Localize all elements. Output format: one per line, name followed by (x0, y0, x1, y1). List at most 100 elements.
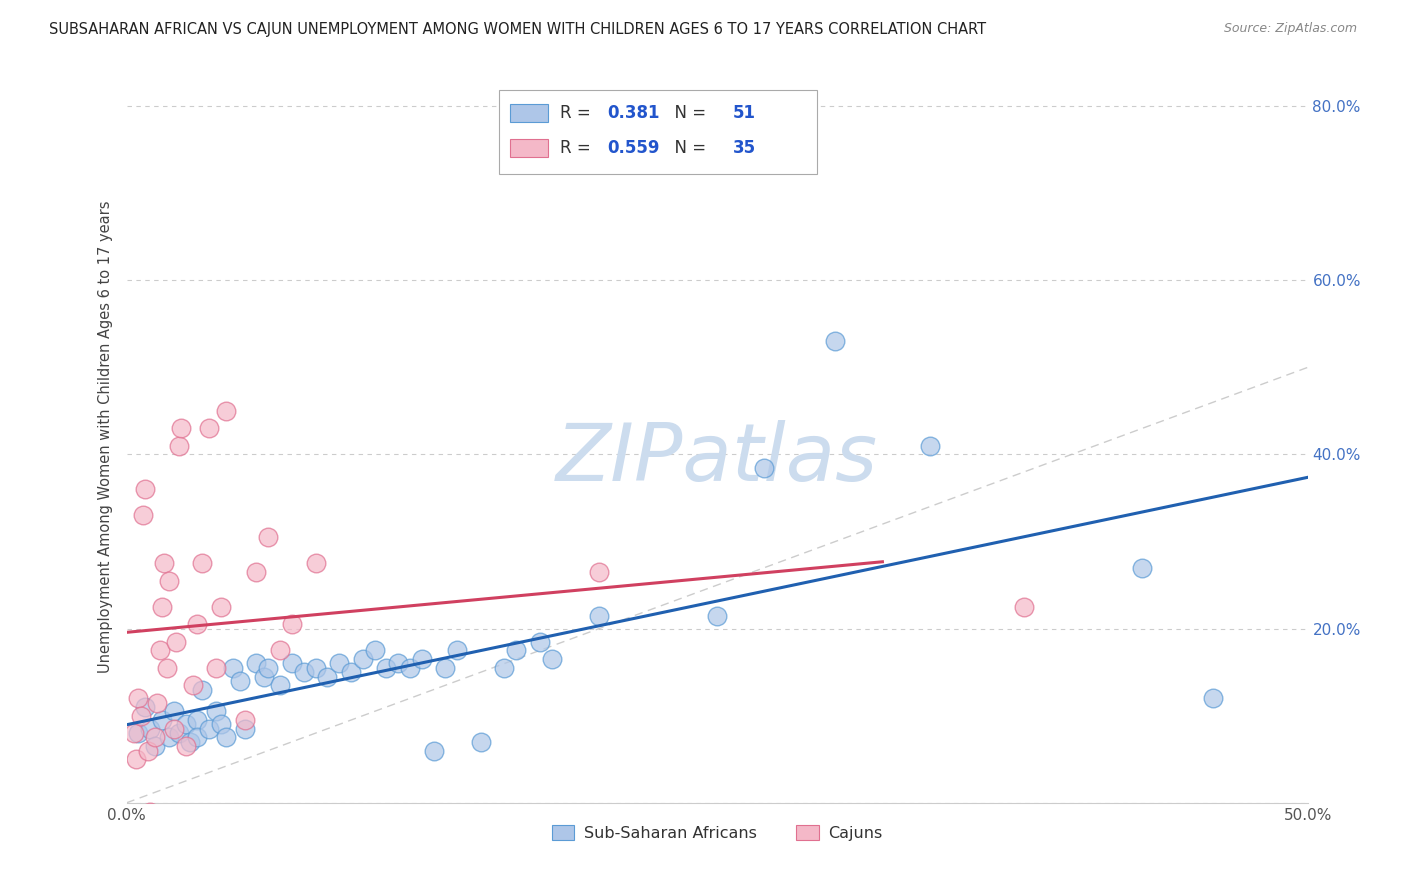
Point (918, 439, 941, 453)
Point (470, 735, 492, 749)
Point (304, 557, 326, 571)
Point (340, 665, 363, 680)
Text: R =: R = (560, 104, 596, 122)
Point (186, 731, 208, 745)
Point (529, 634, 551, 648)
Point (505, 643, 527, 657)
Legend: Sub-Saharan Africans, Cajuns: Sub-Saharan Africans, Cajuns (546, 819, 889, 847)
Text: SUBSAHARAN AFRICAN VS CAJUN UNEMPLOYMENT AMONG WOMEN WITH CHILDREN AGES 6 TO 17 : SUBSAHARAN AFRICAN VS CAJUN UNEMPLOYMENT… (49, 22, 987, 37)
Text: 35: 35 (733, 139, 755, 157)
Point (292, 665, 315, 680)
Text: ZIPatlas: ZIPatlas (555, 420, 879, 498)
Point (167, 726, 190, 740)
Point (143, 731, 166, 745)
Point (252, 669, 274, 683)
Point (233, 722, 256, 736)
Point (191, 557, 214, 571)
Point (150, 599, 173, 614)
Point (494, 661, 516, 675)
Point (245, 565, 267, 579)
Point (170, 421, 193, 435)
Point (205, 705, 228, 719)
Point (375, 661, 398, 675)
Point (181, 678, 204, 692)
Point (1130, 560, 1153, 574)
Point (215, 404, 238, 418)
Point (257, 661, 280, 675)
Text: N =: N = (664, 139, 711, 157)
Point (163, 722, 186, 736)
Point (179, 735, 201, 749)
Point (149, 643, 172, 657)
Text: R =: R = (560, 139, 596, 157)
Point (233, 713, 256, 727)
Point (399, 661, 422, 675)
Point (136, 743, 159, 757)
Point (153, 557, 176, 571)
Point (127, 726, 149, 740)
Point (411, 652, 433, 666)
Point (209, 599, 232, 614)
FancyBboxPatch shape (510, 103, 548, 122)
Point (186, 713, 208, 727)
Point (191, 682, 214, 697)
Point (540, 652, 562, 666)
Point (209, 717, 232, 731)
Point (174, 739, 197, 754)
Point (706, 608, 728, 623)
Text: N =: N = (664, 104, 711, 122)
Point (167, 439, 190, 453)
Point (269, 643, 291, 657)
Point (304, 661, 326, 675)
Point (198, 421, 221, 435)
Point (150, 713, 173, 727)
Point (205, 661, 228, 675)
Point (229, 673, 252, 688)
Point (165, 634, 187, 648)
Point (127, 691, 149, 706)
Point (174, 717, 197, 731)
Point (222, 661, 245, 675)
Point (363, 643, 385, 657)
Point (125, 752, 148, 766)
Text: 0.559: 0.559 (607, 139, 659, 157)
Y-axis label: Unemployment Among Women with Children Ages 6 to 17 years: Unemployment Among Women with Children A… (98, 201, 114, 673)
Point (146, 696, 169, 710)
Point (754, 460, 776, 475)
Point (588, 608, 610, 623)
Point (434, 661, 457, 675)
FancyBboxPatch shape (499, 90, 817, 174)
Point (157, 731, 180, 745)
Point (139, 722, 162, 736)
Point (257, 530, 280, 544)
Point (198, 722, 221, 736)
Point (215, 731, 238, 745)
Point (163, 705, 186, 719)
Point (122, 726, 145, 740)
Text: 0.381: 0.381 (607, 104, 659, 122)
Point (446, 643, 468, 657)
Point (134, 700, 156, 714)
Point (186, 617, 208, 632)
Point (328, 657, 350, 671)
Point (1012, 599, 1035, 614)
Point (157, 574, 180, 588)
Point (824, 334, 846, 349)
Point (316, 669, 339, 683)
FancyBboxPatch shape (510, 139, 548, 157)
Point (588, 565, 610, 579)
Point (143, 739, 166, 754)
Point (132, 508, 155, 523)
Point (156, 661, 179, 675)
Point (139, 805, 162, 819)
Point (422, 743, 444, 757)
Text: Source: ZipAtlas.com: Source: ZipAtlas.com (1223, 22, 1357, 36)
Point (281, 617, 304, 632)
Point (352, 652, 374, 666)
Point (134, 483, 156, 497)
Text: 51: 51 (733, 104, 755, 122)
Point (1202, 691, 1225, 706)
Point (269, 678, 291, 692)
Point (387, 657, 409, 671)
Point (129, 708, 152, 723)
